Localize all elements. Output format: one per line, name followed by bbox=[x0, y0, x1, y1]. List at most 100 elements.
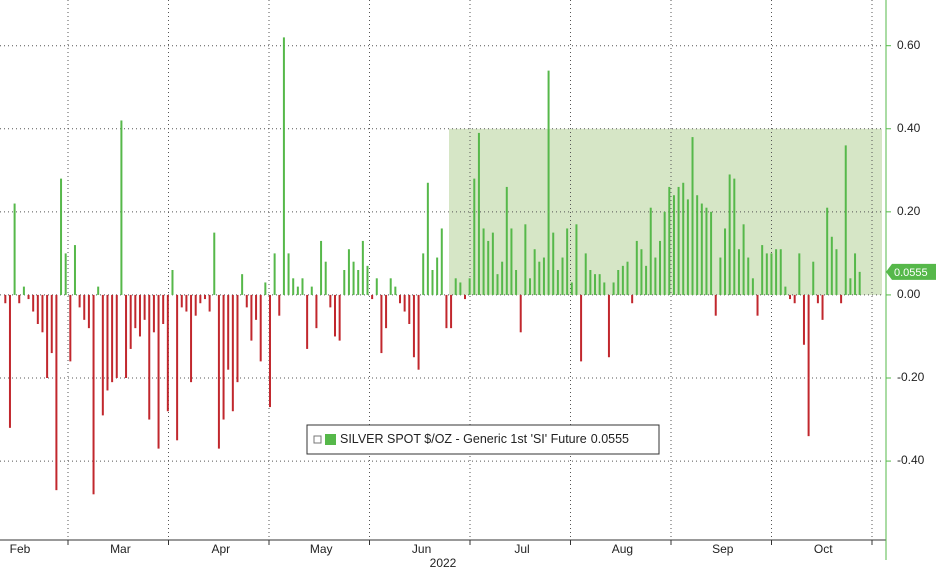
month-label: May bbox=[310, 542, 333, 556]
month-label: Aug bbox=[612, 542, 633, 556]
bar bbox=[733, 178, 736, 295]
bar bbox=[306, 294, 309, 349]
bar bbox=[844, 145, 847, 295]
bar bbox=[60, 178, 63, 295]
y-tick-label: 0.20 bbox=[897, 204, 921, 218]
bar bbox=[482, 228, 485, 295]
bar bbox=[41, 294, 44, 333]
bar bbox=[115, 294, 118, 378]
bar bbox=[83, 294, 86, 320]
bar bbox=[854, 253, 857, 295]
bar bbox=[282, 37, 285, 295]
bar bbox=[793, 294, 796, 304]
bar bbox=[798, 253, 801, 295]
bar bbox=[22, 286, 25, 295]
bar bbox=[296, 286, 299, 295]
bar bbox=[250, 294, 253, 341]
y-tick-label: 0.00 bbox=[897, 287, 921, 301]
bar bbox=[626, 261, 629, 295]
legend-value: 0.0555 bbox=[591, 432, 629, 446]
bar bbox=[779, 249, 782, 295]
bar bbox=[849, 278, 852, 295]
bar bbox=[231, 294, 234, 412]
bar bbox=[64, 253, 67, 295]
bar bbox=[496, 274, 499, 295]
bar bbox=[138, 294, 141, 337]
bar bbox=[125, 294, 128, 378]
bar bbox=[315, 294, 318, 329]
bar bbox=[78, 294, 81, 308]
bar bbox=[529, 278, 532, 295]
month-label: Mar bbox=[110, 542, 131, 556]
bar bbox=[710, 211, 713, 295]
bar bbox=[347, 249, 350, 295]
bar bbox=[440, 228, 443, 295]
bar bbox=[640, 249, 643, 295]
bar bbox=[737, 249, 740, 295]
last-value-label: 0.0555 bbox=[894, 267, 928, 279]
bar bbox=[617, 270, 620, 295]
bar bbox=[366, 265, 369, 295]
bar bbox=[659, 240, 662, 295]
bar bbox=[654, 257, 657, 295]
bar bbox=[241, 274, 244, 295]
bar bbox=[32, 294, 35, 312]
bar bbox=[686, 199, 689, 295]
bar bbox=[176, 294, 179, 441]
bar bbox=[547, 70, 550, 295]
bar bbox=[73, 245, 76, 295]
bar bbox=[589, 270, 592, 295]
bar bbox=[672, 195, 675, 295]
last-value-marker bbox=[886, 263, 936, 280]
month-label: Jun bbox=[412, 542, 431, 556]
bar bbox=[830, 236, 833, 295]
bar bbox=[120, 120, 123, 295]
bar bbox=[389, 278, 392, 295]
bar bbox=[835, 249, 838, 295]
bar bbox=[477, 132, 480, 295]
bar bbox=[8, 294, 11, 428]
bar bbox=[166, 294, 169, 412]
bar bbox=[222, 294, 225, 420]
bar bbox=[324, 261, 327, 295]
bar bbox=[259, 294, 262, 362]
bar bbox=[338, 294, 341, 341]
bar bbox=[236, 294, 239, 383]
bar bbox=[858, 271, 861, 295]
bar bbox=[278, 294, 281, 316]
bar bbox=[515, 270, 518, 295]
bar bbox=[273, 253, 276, 295]
bar bbox=[821, 294, 824, 320]
legend-swatch bbox=[325, 434, 336, 445]
bar bbox=[208, 294, 211, 312]
bar bbox=[111, 294, 114, 383]
bar bbox=[18, 294, 21, 304]
bar bbox=[533, 249, 536, 295]
bar bbox=[747, 257, 750, 295]
bar bbox=[97, 286, 100, 295]
bar bbox=[649, 207, 652, 295]
bar bbox=[607, 294, 610, 358]
bar bbox=[69, 294, 72, 362]
bar bbox=[301, 278, 304, 295]
bar bbox=[594, 274, 597, 295]
bar bbox=[385, 294, 388, 329]
bar bbox=[55, 294, 58, 491]
bar bbox=[371, 294, 374, 300]
bar bbox=[4, 294, 7, 304]
bar bbox=[268, 294, 271, 408]
bar bbox=[50, 294, 53, 354]
bar bbox=[784, 286, 787, 295]
bar bbox=[394, 286, 397, 295]
bar bbox=[728, 174, 731, 295]
bar bbox=[13, 203, 16, 295]
bar bbox=[194, 294, 197, 316]
bar bbox=[422, 253, 425, 295]
bar bbox=[556, 270, 559, 295]
bar bbox=[510, 228, 513, 295]
bar bbox=[519, 294, 522, 333]
bar bbox=[756, 294, 759, 316]
bar bbox=[403, 294, 406, 312]
bar bbox=[724, 228, 727, 295]
bar bbox=[329, 294, 332, 308]
